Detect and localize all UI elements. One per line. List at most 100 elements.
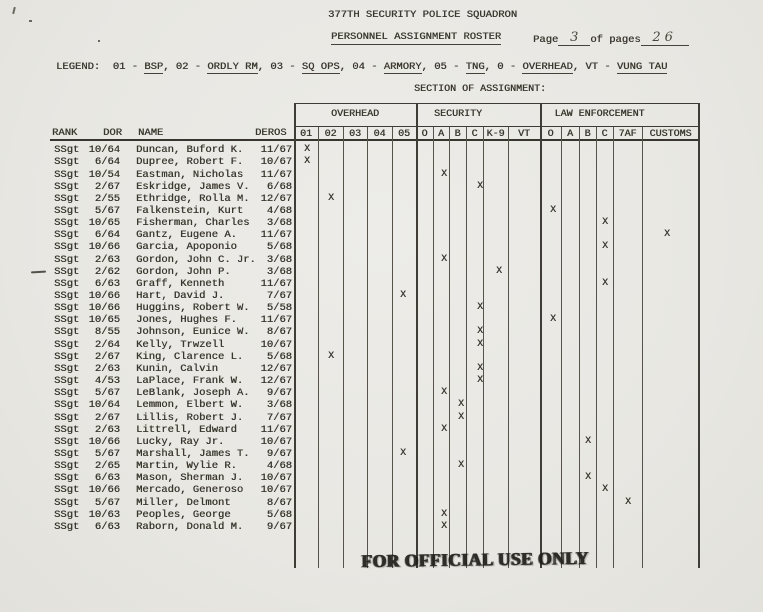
dor-cell: 8/55 bbox=[94, 326, 120, 339]
name-cell: Dupree, Robert F. bbox=[136, 156, 244, 169]
dor-cell: 6/63 bbox=[94, 277, 120, 290]
grid-rule-vertical bbox=[392, 127, 393, 568]
table-row: SSgt 2/63 Kunin, Calvin 12/67 X bbox=[0, 363, 763, 375]
table-row: SSgt 6/64 Gantz, Eugene A. 11/67 X bbox=[0, 229, 763, 241]
dor-cell: 2/67 bbox=[94, 350, 120, 363]
grid-rule-vertical bbox=[561, 127, 562, 568]
rank-cell: SSgt bbox=[54, 290, 80, 302]
table-row: SSgt 4/53 LaPlace, Frank W. 12/67 X bbox=[0, 375, 763, 387]
assignment-mark-sec-a: X bbox=[440, 508, 448, 520]
assignment-mark-oh-05: X bbox=[399, 290, 407, 301]
assignment-mark-le-o: X bbox=[549, 204, 557, 216]
group-header-security: SECURITY bbox=[433, 109, 482, 120]
table-row: SSgt 2/63 Gordon, John C. Jr. 3/68 X bbox=[0, 254, 763, 266]
assignment-mark-sec-c: X bbox=[476, 302, 484, 314]
assignment-mark-sec-k9: X bbox=[495, 265, 503, 277]
deros-cell: 7/67 bbox=[266, 411, 292, 424]
table-row: SSgt 2/55 Ethridge, Rolla M. 12/67 X bbox=[0, 193, 763, 205]
assignment-mark-le-b: X bbox=[584, 435, 592, 447]
deros-cell: 3/68 bbox=[266, 265, 292, 278]
assignment-mark-le-c: X bbox=[601, 241, 609, 253]
legend-term: ARMORY bbox=[383, 61, 422, 74]
dor-cell: 6/64 bbox=[94, 229, 120, 242]
dor-cell: 4/53 bbox=[94, 375, 120, 388]
name-cell: Eskridge, James V. bbox=[136, 180, 250, 193]
dor-cell: 6/64 bbox=[94, 156, 120, 169]
grid-rule-vertical bbox=[318, 127, 319, 568]
for-official-use-only-stamp: FOR OFFICIAL USE ONLY bbox=[361, 547, 589, 571]
grid-rule-vertical bbox=[642, 127, 643, 568]
dor-cell: 10/65 bbox=[88, 314, 120, 327]
name-cell: Garcia, Apoponio bbox=[136, 241, 237, 254]
group-header-law-enforcement: LAW ENFORCEMENT bbox=[554, 109, 645, 120]
assignment-mark-sec-a: X bbox=[440, 253, 448, 265]
dor-cell: 10/54 bbox=[88, 168, 120, 181]
rank-cell: SSgt bbox=[54, 435, 80, 448]
name-cell: Ethridge, Rolla M. bbox=[136, 192, 250, 205]
dor-cell: 10/64 bbox=[88, 144, 120, 157]
assignment-mark-oh-02: X bbox=[327, 350, 335, 362]
dor-cell: 2/55 bbox=[94, 192, 120, 205]
grid-rule-vertical bbox=[483, 127, 484, 568]
rank-cell: SSgt bbox=[54, 508, 80, 521]
group-header-rule bbox=[294, 126, 700, 127]
dor-cell: 2/62 bbox=[94, 265, 120, 278]
column-header-rule bbox=[50, 139, 700, 141]
deros-cell: 11/67 bbox=[260, 277, 292, 290]
grid-rule-vertical bbox=[433, 127, 434, 568]
col-header-deros: DEROS bbox=[255, 127, 287, 139]
dor-cell: 10/63 bbox=[88, 508, 120, 521]
col-header-oh-02: 02 bbox=[324, 129, 337, 140]
deros-cell: 9/67 bbox=[266, 520, 292, 533]
assignment-mark-sec-a: X bbox=[440, 423, 448, 435]
rank-cell: SSgt bbox=[54, 314, 80, 327]
col-header-rank: RANK bbox=[52, 127, 78, 139]
col-header-sec-a: A bbox=[437, 129, 444, 140]
col-header-oh-03: 03 bbox=[348, 129, 361, 140]
legend-term: OVERHEAD bbox=[522, 61, 573, 74]
table-row: SSgt 10/65 Fisherman, Charles 3/68 X bbox=[0, 217, 763, 229]
assignment-mark-customs: X bbox=[663, 229, 671, 241]
grid-rule-vertical bbox=[596, 127, 597, 568]
name-cell: Fisherman, Charles bbox=[136, 217, 250, 230]
rank-cell: SSgt bbox=[54, 375, 80, 388]
name-cell: Miller, Delmont bbox=[136, 496, 231, 509]
name-cell: LeBlank, Joseph A. bbox=[136, 387, 250, 400]
name-cell: Lemmon, Elbert W. bbox=[136, 399, 244, 412]
rank-cell: SSgt bbox=[54, 496, 80, 509]
deros-cell: 3/68 bbox=[266, 217, 292, 230]
name-cell: LaPlace, Frank W. bbox=[136, 375, 244, 388]
dor-cell: 10/66 bbox=[88, 302, 120, 315]
assignment-mark-sec-c: X bbox=[476, 375, 484, 387]
name-cell: Graff, Kenneth bbox=[136, 277, 225, 290]
dor-cell: 10/66 bbox=[88, 435, 120, 448]
col-header-oh-04: 04 bbox=[373, 129, 386, 140]
assignment-mark-oh-01: X bbox=[303, 144, 311, 156]
legend-separator: 01 - bbox=[112, 61, 145, 73]
col-header-sec-vt: VT bbox=[517, 129, 530, 140]
name-cell: Littrell, Edward bbox=[136, 423, 237, 436]
deros-cell: 11/67 bbox=[260, 144, 292, 157]
deros-cell: 11/67 bbox=[260, 423, 292, 436]
deros-cell: 6/68 bbox=[266, 180, 292, 193]
group-header-overhead: OVERHEAD bbox=[330, 109, 379, 120]
deros-cell: 9/67 bbox=[266, 387, 292, 400]
page-title: 377TH SECURITY POLICE SQUADRON bbox=[328, 9, 518, 21]
table-row: SSgt 2/67 Lillis, Robert J. 7/67 X bbox=[0, 412, 763, 424]
rank-cell: SSgt bbox=[54, 447, 80, 460]
col-header-name: NAME bbox=[138, 127, 164, 139]
deros-cell: 10/67 bbox=[260, 472, 292, 485]
assignment-mark-oh-01: X bbox=[303, 156, 311, 168]
name-cell: Gordon, John P. bbox=[136, 265, 231, 278]
rank-cell: SSgt bbox=[54, 520, 80, 533]
deros-cell: 3/68 bbox=[266, 399, 292, 412]
dor-cell: 2/63 bbox=[94, 253, 120, 266]
rank-cell: SSgt bbox=[54, 411, 80, 424]
rank-cell: SSgt bbox=[54, 265, 80, 278]
grid-rule-vertical bbox=[613, 127, 614, 568]
rank-cell: SSgt bbox=[54, 156, 80, 169]
rank-cell: SSgt bbox=[54, 362, 80, 375]
table-row: SSgt 10/66 Mercado, Generoso 10/67 X bbox=[0, 484, 763, 496]
handwritten-page-number: 3 bbox=[570, 30, 579, 45]
